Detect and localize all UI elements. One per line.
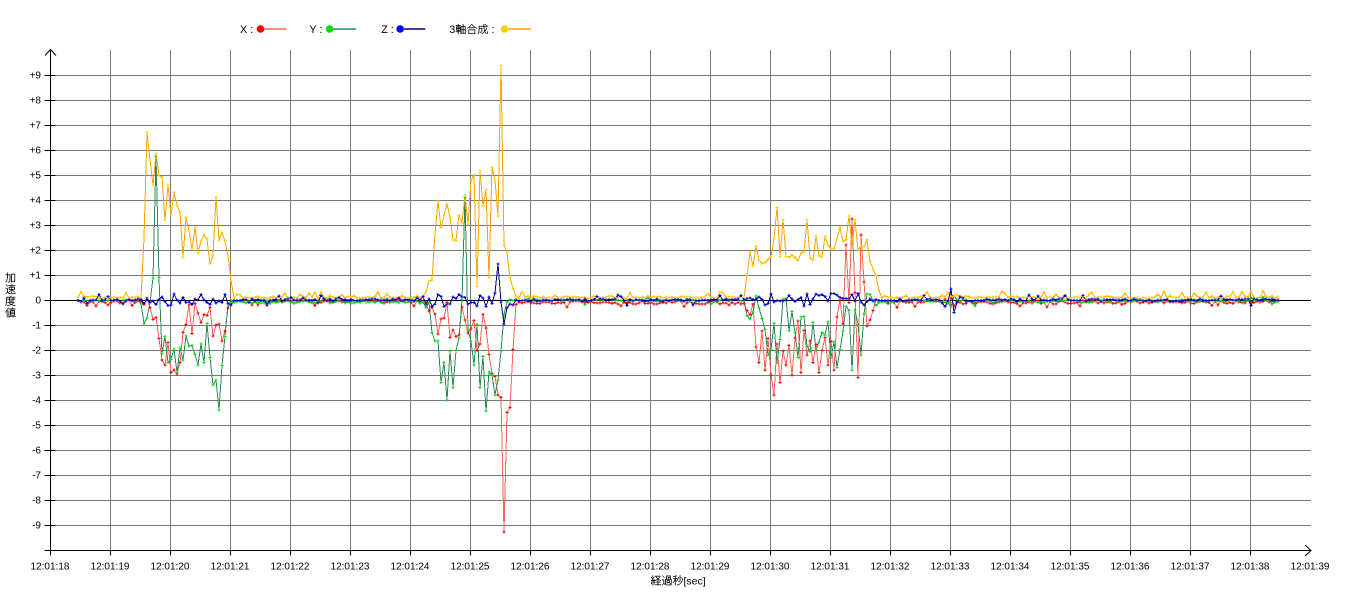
svg-text:12:01:34: 12:01:34 xyxy=(991,562,1030,573)
svg-text:12:01:37: 12:01:37 xyxy=(1171,562,1210,573)
svg-text:12:01:35: 12:01:35 xyxy=(1051,562,1090,573)
svg-text:12:01:39: 12:01:39 xyxy=(1291,562,1330,573)
svg-text:+3: +3 xyxy=(30,221,42,232)
svg-text:-8: -8 xyxy=(32,496,41,507)
svg-text:Z :: Z : xyxy=(381,24,394,36)
svg-text:+5: +5 xyxy=(30,171,42,182)
svg-text:12:01:27: 12:01:27 xyxy=(571,562,610,573)
svg-text:-6: -6 xyxy=(32,446,41,457)
svg-text:-5: -5 xyxy=(32,421,41,432)
svg-text:+1: +1 xyxy=(30,271,42,282)
svg-text:12:01:22: 12:01:22 xyxy=(271,562,310,573)
svg-text:-9: -9 xyxy=(32,521,41,532)
svg-text:12:01:23: 12:01:23 xyxy=(331,562,370,573)
svg-text:Y :: Y : xyxy=(309,24,322,36)
svg-text:+6: +6 xyxy=(30,146,42,157)
svg-text:-2: -2 xyxy=(32,346,41,357)
svg-text:12:01:29: 12:01:29 xyxy=(691,562,730,573)
svg-text:+7: +7 xyxy=(30,121,42,132)
svg-text:12:01:30: 12:01:30 xyxy=(751,562,790,573)
svg-text:12:01:18: 12:01:18 xyxy=(31,562,70,573)
svg-text:12:01:25: 12:01:25 xyxy=(451,562,490,573)
svg-text:X :: X : xyxy=(240,24,253,36)
svg-text::: : xyxy=(492,24,495,36)
svg-text:-1: -1 xyxy=(32,321,41,332)
svg-text:+8: +8 xyxy=(30,96,42,107)
svg-text:12:01:31: 12:01:31 xyxy=(811,562,850,573)
svg-text:12:01:33: 12:01:33 xyxy=(931,562,970,573)
svg-text:12:01:20: 12:01:20 xyxy=(151,562,190,573)
svg-text:12:01:24: 12:01:24 xyxy=(391,562,430,573)
svg-text:12:01:19: 12:01:19 xyxy=(91,562,130,573)
svg-text:0: 0 xyxy=(35,296,41,307)
svg-text:12:01:26: 12:01:26 xyxy=(511,562,550,573)
svg-text:12:01:32: 12:01:32 xyxy=(871,562,910,573)
svg-text:[sec]: [sec] xyxy=(684,576,706,588)
svg-text:-3: -3 xyxy=(32,371,41,382)
svg-text:-7: -7 xyxy=(32,471,41,482)
svg-text:+9: +9 xyxy=(30,71,42,82)
svg-text:12:01:28: 12:01:28 xyxy=(631,562,670,573)
svg-text:3: 3 xyxy=(449,24,455,36)
svg-text:12:01:38: 12:01:38 xyxy=(1231,562,1270,573)
svg-text:-4: -4 xyxy=(32,396,41,407)
svg-text:+2: +2 xyxy=(30,246,42,257)
svg-text:12:01:21: 12:01:21 xyxy=(211,562,250,573)
svg-text:+4: +4 xyxy=(30,196,42,207)
svg-text:12:01:36: 12:01:36 xyxy=(1111,562,1150,573)
